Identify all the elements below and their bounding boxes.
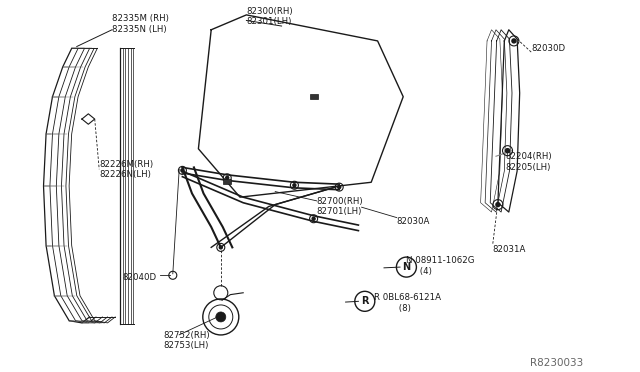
FancyBboxPatch shape (223, 179, 231, 184)
Text: 82031A: 82031A (493, 245, 526, 254)
Text: 82204(RH)
82205(LH): 82204(RH) 82205(LH) (506, 152, 552, 171)
Circle shape (216, 312, 226, 322)
Text: R 0BL68-6121A
         (8): R 0BL68-6121A (8) (374, 294, 442, 313)
Circle shape (293, 184, 296, 187)
Text: N 08911-1062G
     (4): N 08911-1062G (4) (406, 256, 475, 276)
Circle shape (181, 169, 184, 172)
Circle shape (496, 203, 500, 206)
Text: R: R (361, 296, 369, 306)
Text: 82700(RH)
82701(LH): 82700(RH) 82701(LH) (317, 197, 364, 216)
Text: N: N (403, 262, 410, 272)
Circle shape (506, 149, 509, 153)
Text: 82300(RH)
82301(LH): 82300(RH) 82301(LH) (246, 7, 293, 26)
FancyBboxPatch shape (310, 94, 317, 99)
Text: 82752(RH)
82753(LH): 82752(RH) 82753(LH) (163, 331, 210, 350)
Text: 82040D: 82040D (123, 273, 157, 282)
Text: 82335M (RH)
82335N (LH): 82335M (RH) 82335N (LH) (112, 15, 169, 34)
Text: 82226M(RH)
82226N(LH): 82226M(RH) 82226N(LH) (99, 160, 154, 179)
Text: 82030D: 82030D (531, 44, 565, 53)
Text: R8230033: R8230033 (530, 358, 584, 368)
Circle shape (338, 186, 340, 189)
Circle shape (312, 217, 315, 220)
Text: 82030A: 82030A (397, 217, 430, 226)
Circle shape (512, 39, 516, 43)
Circle shape (220, 246, 222, 249)
Circle shape (226, 176, 228, 179)
